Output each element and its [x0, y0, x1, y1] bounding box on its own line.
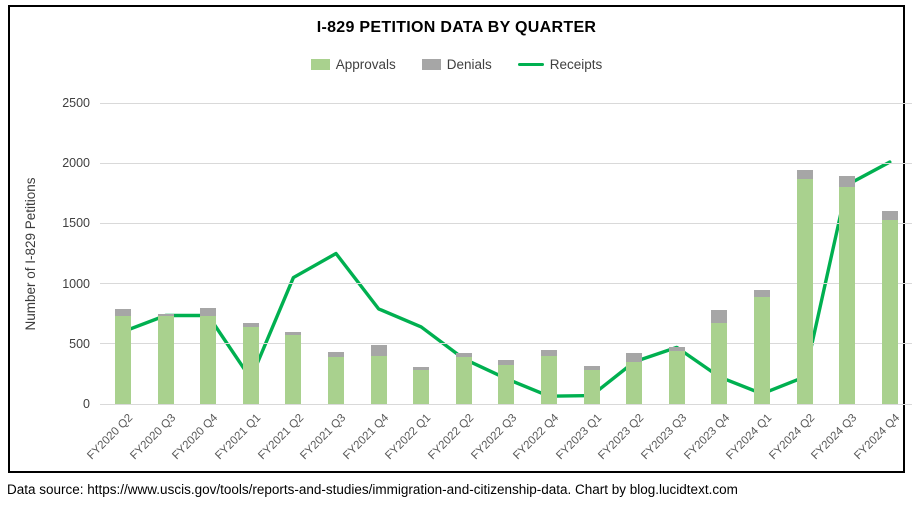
approvals-bar-FY2023-Q2	[626, 361, 643, 404]
approvals-bar-FY2024-Q3	[839, 187, 856, 404]
gridline-1000	[100, 283, 912, 285]
y-tick-label-1500: 1500	[62, 216, 90, 231]
denials-bar-FY2021-Q1	[242, 322, 259, 327]
approvals-bar-FY2020-Q3	[157, 315, 174, 404]
denials-bar-FY2024-Q2	[796, 170, 813, 179]
receipts-line-swatch-icon	[517, 62, 544, 67]
legend-item-denials: Denials	[421, 57, 492, 72]
x-tick-label-FY2023-Q3: FY2023 Q3	[639, 412, 690, 463]
approvals-bar-FY2022-Q2	[455, 357, 472, 404]
y-axis-title: Number of I-829 Petitions	[23, 177, 38, 331]
approvals-bar-FY2024-Q4	[881, 219, 898, 404]
approvals-bar-FY2024-Q2	[796, 178, 813, 404]
denials-bar-FY2023-Q4	[711, 310, 728, 324]
plot-area	[100, 102, 912, 405]
legend: Approvals Denials Receipts	[10, 57, 903, 72]
approvals-bar-FY2023-Q3	[668, 351, 685, 404]
gridline-2500	[100, 102, 912, 104]
y-tick-label-0: 0	[83, 397, 90, 411]
legend-item-approvals: Approvals	[310, 57, 396, 72]
approvals-bar-FY2024-Q1	[754, 297, 770, 404]
gridline-500	[100, 343, 912, 345]
approvals-bar-FY2021-Q4	[370, 356, 387, 404]
x-tick-label-FY2021-Q1: FY2021 Q1	[213, 412, 264, 463]
denials-bar-FY2022-Q2	[455, 352, 472, 358]
legend-label-receipts: Receipts	[549, 57, 603, 72]
y-tick-label-1000: 1000	[62, 276, 90, 291]
approvals-bar-FY2023-Q4	[711, 323, 728, 404]
denials-bar-FY2021-Q4	[370, 345, 387, 357]
denials-bar-FY2020-Q3	[157, 314, 174, 316]
y-tick-label-500: 500	[69, 336, 90, 351]
chart-title: I-829 PETITION DATA BY QUARTER	[316, 19, 597, 36]
y-axis-tick-labels: 0 500 1000 1500 2000 2500	[46, 96, 90, 411]
x-axis-tick-labels: FY2020 Q2 FY2020 Q3 FY2020 Q4 FY2021 Q1 FY20…	[85, 404, 912, 474]
denials-bar-FY2023-Q1	[583, 366, 600, 370]
approvals-bar-FY2022-Q1	[413, 370, 430, 404]
gridline-0	[100, 403, 912, 405]
denials-bar-FY2020-Q2	[115, 308, 131, 317]
denials-bar-FY2023-Q3	[668, 346, 685, 351]
approvals-bar-FY2022-Q3	[498, 364, 515, 404]
denials-bar-FY2022-Q1	[413, 367, 430, 371]
approvals-bar-FY2021-Q3	[328, 357, 344, 404]
y-tick-label-2000: 2000	[62, 156, 90, 171]
denials-swatch-icon	[421, 59, 441, 70]
denials-bar-FY2020-Q4	[200, 308, 217, 317]
denials-bar-FY2023-Q2	[626, 352, 643, 362]
approvals-bar-FY2021-Q1	[242, 326, 259, 404]
denials-bar-FY2021-Q2	[285, 331, 302, 336]
approvals-swatch-icon	[310, 59, 330, 70]
x-tick-label-FY2020-Q2: FY2020 Q2	[85, 412, 136, 463]
approvals-bar-FY2021-Q2	[285, 335, 302, 404]
legend-label-denials: Denials	[446, 57, 492, 72]
denials-bar-FY2024-Q3	[839, 176, 856, 188]
legend-item-receipts: Receipts	[517, 57, 603, 72]
denials-bar-FY2021-Q3	[328, 352, 344, 358]
chart-frame: I-829 PETITION DATA BY QUARTER Approvals…	[8, 5, 912, 473]
approvals-bar-FY2020-Q2	[115, 316, 131, 404]
approvals-bar-FY2022-Q4	[541, 355, 557, 404]
approvals-bar-FY2023-Q1	[583, 369, 600, 404]
denials-bar-FY2024-Q1	[754, 289, 770, 298]
approvals-bar-FY2020-Q4	[200, 316, 217, 404]
y-tick-label-2500: 2500	[62, 96, 90, 110]
denials-bar-FY2024-Q4	[881, 210, 898, 220]
gridline-1500	[100, 222, 912, 224]
data-source-note: Data source: https://www.uscis.gov/tools…	[7, 482, 738, 497]
denials-bar-FY2022-Q4	[541, 350, 557, 356]
x-tick-label-FY2024-Q4: FY2024 Q4	[852, 412, 903, 463]
x-tick-label-FY2022-Q2: FY2022 Q2	[426, 412, 477, 463]
denials-bar-FY2022-Q3	[498, 360, 515, 365]
legend-label-approvals: Approvals	[335, 57, 396, 72]
receipts-line	[121, 160, 892, 398]
gridline-2000	[100, 162, 912, 164]
